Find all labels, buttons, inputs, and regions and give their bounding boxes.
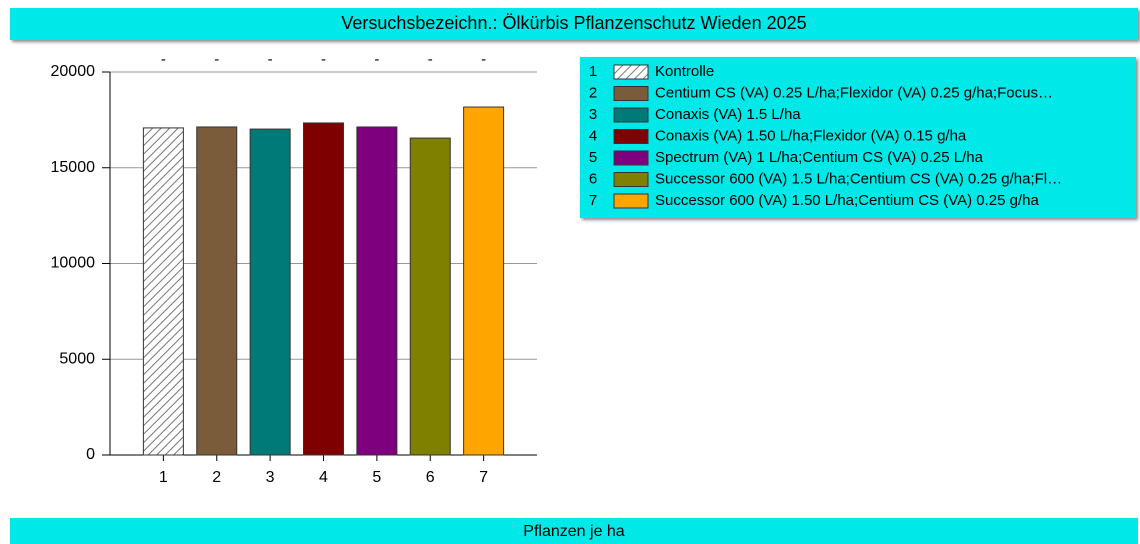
legend-label: Spectrum (VA) 1 L/ha;Centium CS (VA) 0.2… <box>655 149 984 166</box>
x-tick-label: 6 <box>426 469 435 486</box>
legend-swatch <box>613 150 649 166</box>
legend-swatch <box>613 193 649 209</box>
value-label: - <box>374 51 379 68</box>
x-tick-label: 4 <box>319 469 328 486</box>
legend-label: Conaxis (VA) 1.5 L/ha <box>655 106 801 123</box>
footer-bar <box>10 518 1138 544</box>
legend-label: Conaxis (VA) 1.50 L/ha;Flexidor (VA) 0.1… <box>655 127 967 144</box>
y-tick-label: 5000 <box>59 350 95 367</box>
value-label: - <box>268 51 273 68</box>
legend-number: 3 <box>589 106 597 123</box>
y-tick-label: 20000 <box>51 63 96 80</box>
footer: Pflanzen je ha <box>523 523 625 540</box>
legend-label: Kontrolle <box>655 63 714 80</box>
bar <box>409 137 451 456</box>
legend-number: 5 <box>589 149 597 166</box>
x-tick-label: 3 <box>266 469 275 486</box>
y-tick-label: 10000 <box>51 255 96 272</box>
bar <box>303 122 344 456</box>
chart-title: Versuchsbezeichn.: Ölkürbis Pflanzenschu… <box>341 13 806 33</box>
legend-swatch <box>613 86 649 101</box>
legend-label: Successor 600 (VA) 1.50 L/ha;Centium CS … <box>655 192 1039 209</box>
legend-number: 7 <box>589 192 597 209</box>
y-tick-label: 0 <box>86 446 95 463</box>
legend-number: 2 <box>589 84 597 101</box>
bar <box>249 128 291 456</box>
value-label: - <box>161 51 166 68</box>
legend-swatch <box>613 107 649 123</box>
x-tick-label: 1 <box>159 469 168 486</box>
legend-box <box>580 57 1136 218</box>
legend-number: 6 <box>589 170 597 187</box>
x-tick-label: 2 <box>212 469 221 486</box>
bar <box>196 126 238 456</box>
bar <box>142 127 184 456</box>
legend-label: Successor 600 (VA) 1.5 L/ha;Centium CS (… <box>655 170 1062 187</box>
bar <box>463 106 505 456</box>
legend-number: 4 <box>589 127 597 144</box>
x-tick-label: 7 <box>479 469 488 486</box>
value-label: - <box>481 51 486 68</box>
legend-label: Centium CS (VA) 0.25 L/ha;Flexidor (VA) … <box>655 84 1053 101</box>
value-label: - <box>321 51 326 68</box>
legend-swatch <box>613 129 649 144</box>
y-tick-label: 15000 <box>51 159 96 176</box>
legend-number: 1 <box>589 63 597 80</box>
value-label: - <box>214 51 219 68</box>
x-tick-label: 5 <box>372 469 381 486</box>
legend-swatch <box>613 172 649 187</box>
value-label: - <box>428 51 433 68</box>
title-bar <box>10 8 1138 40</box>
legend-swatch <box>613 64 649 80</box>
bar <box>356 126 398 456</box>
